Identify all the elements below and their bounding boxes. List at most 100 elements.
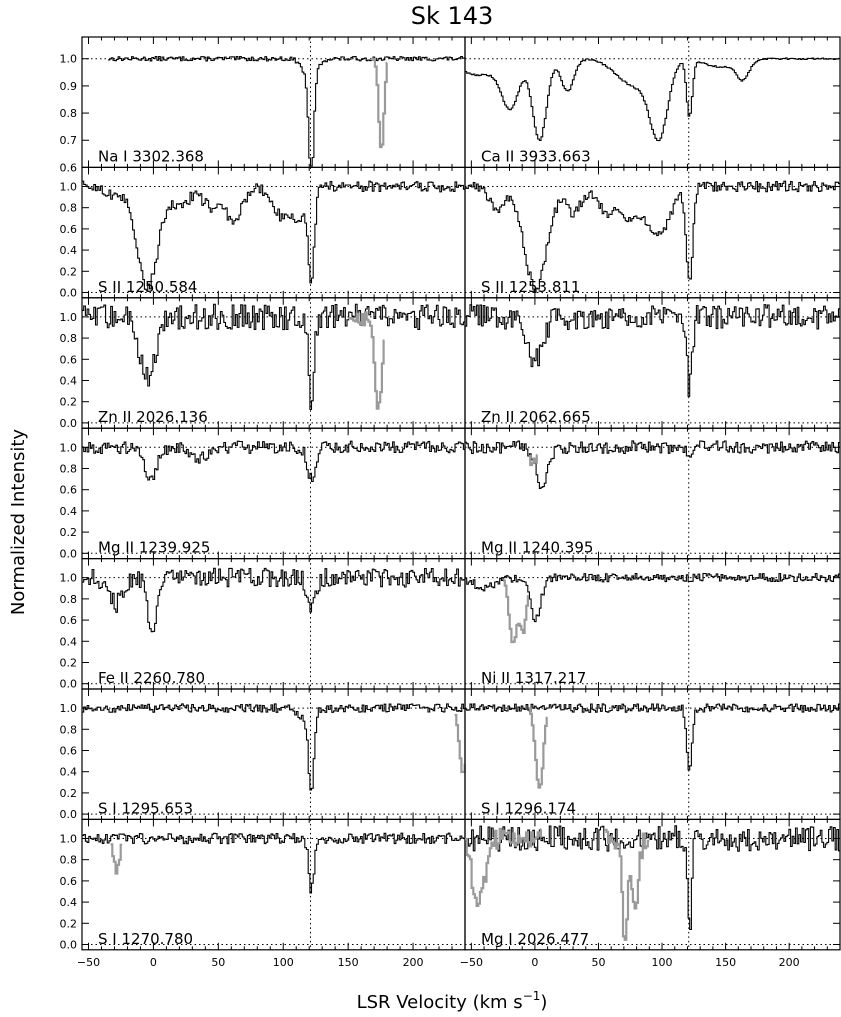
panel-label: Ni II 1317.217	[481, 669, 586, 687]
x-tick-label: 200	[779, 956, 800, 969]
y-tick-label: 0.0	[60, 547, 78, 560]
blended-feature-line	[371, 57, 388, 149]
y-tick-label: 0.2	[60, 265, 78, 278]
y-tick-label: 0.8	[60, 462, 78, 475]
y-tick-label: 0.4	[60, 766, 78, 779]
y-tick-label: 0.2	[60, 526, 78, 539]
y-tick-label: 0.0	[60, 286, 78, 299]
x-axis-label-unit-exponent: −1	[523, 989, 541, 1003]
blended-feature-line	[604, 828, 650, 941]
spectrum-panel: 0.6 0.7 0.8 0.9 1.0 Na I 3302.368	[60, 36, 840, 174]
x-tick-label: 200	[403, 956, 424, 969]
y-tick-label: 1.0	[60, 441, 78, 454]
spectrum-line	[82, 180, 465, 291]
spectrum-panel: Zn II 2062.665	[464, 297, 841, 429]
spectrum-line	[108, 56, 465, 167]
spectrum-line	[82, 703, 465, 791]
y-axis-label: Normalized Intensity	[8, 429, 29, 615]
panel-label: Zn II 2026.136	[98, 408, 208, 426]
spectrum-line	[82, 567, 465, 633]
spectrum-panel: 0.0 0.2 0.4 0.6 0.8 1.0 S II 1250.584	[60, 166, 840, 299]
spectrum-line	[465, 57, 840, 142]
x-tick-label: 100	[652, 956, 673, 969]
panel-label: Zn II 2062.665	[481, 408, 591, 426]
blended-feature-line	[110, 843, 123, 875]
panel-label: S I 1295.653	[98, 799, 193, 817]
blended-feature-line	[454, 713, 466, 774]
spectrum-line	[82, 440, 465, 483]
y-tick-label: 0.8	[60, 107, 78, 120]
y-tick-label: 0.6	[60, 484, 78, 497]
panel-label: S I 1296.174	[481, 799, 576, 817]
x-axis-label-main: LSR Velocity (km s	[357, 992, 523, 1013]
y-tick-label: 0.0	[60, 678, 78, 691]
y-tick-label: 0.4	[60, 374, 78, 387]
y-tick-label: 1.0	[60, 832, 78, 845]
panel-label: Mg II 1240.395	[481, 539, 593, 557]
panel-label: S II 1253.811	[481, 278, 580, 296]
spectrum-panel: Mg II 1240.395	[464, 427, 841, 560]
panel-label: S I 1270.780	[98, 930, 193, 948]
spectrum-panel: Ca II 3933.663	[464, 36, 841, 168]
y-tick-label: 0.0	[60, 417, 78, 430]
spectrum-panel: S II 1253.811	[464, 166, 841, 299]
y-tick-label: 0.6	[60, 875, 78, 888]
panel-label: S II 1250.584	[98, 278, 197, 296]
y-tick-label: 0.4	[60, 635, 78, 648]
y-tick-label: 0.9	[60, 80, 78, 93]
blended-feature-line	[528, 454, 538, 467]
y-tick-label: 0.6	[60, 744, 78, 757]
y-tick-label: 0.4	[60, 896, 78, 909]
y-tick-label: 0.8	[60, 854, 78, 867]
y-tick-label: 1.0	[60, 311, 78, 324]
x-tick-label: −50	[77, 956, 100, 969]
y-tick-label: 0.6	[60, 161, 78, 174]
x-axis-label-close: )	[540, 992, 547, 1013]
y-tick-label: 0.8	[60, 202, 78, 215]
spectrum-line	[82, 303, 465, 411]
x-tick-label: 50	[211, 956, 225, 969]
panel-label: Ca II 3933.663	[481, 147, 591, 165]
y-tick-label: 0.4	[60, 505, 78, 518]
y-tick-label: 0.0	[60, 808, 78, 821]
spectrum-line	[465, 180, 840, 293]
y-tick-label: 1.0	[60, 702, 78, 715]
spectrum-panel: 0.0 0.2 0.4 0.6 0.8 1.0 Zn II 2026.136	[60, 297, 840, 430]
x-tick-label: 150	[338, 956, 359, 969]
y-tick-label: 1.0	[60, 53, 78, 66]
spectrum-line	[465, 572, 840, 623]
blended-feature-line	[528, 707, 548, 789]
panel-label: Mg I 2026.477	[481, 930, 589, 948]
x-tick-label: −50	[460, 956, 483, 969]
spectrum-line	[465, 703, 840, 771]
blended-feature-line	[465, 827, 543, 907]
spectrum-line	[465, 440, 840, 489]
x-tick-label: 100	[273, 956, 294, 969]
y-tick-label: 0.2	[60, 396, 78, 409]
y-tick-label: 0.2	[60, 917, 78, 930]
x-tick-label: 0	[531, 956, 538, 969]
spectrum-line	[82, 832, 465, 894]
y-tick-label: 0.8	[60, 593, 78, 606]
panel-label: Na I 3302.368	[98, 147, 204, 165]
y-tick-label: 0.2	[60, 656, 78, 669]
y-tick-label: 0.8	[60, 332, 78, 345]
spectrum-panel: S I 1296.174	[464, 688, 841, 820]
y-tick-label: 0.4	[60, 244, 78, 257]
spectrum-panel: Ni II 1317.217	[464, 557, 841, 690]
y-tick-label: 0.6	[60, 223, 78, 236]
spectrum-panel: Mg I 2026.477	[464, 818, 841, 951]
blended-feature-line	[348, 311, 385, 410]
y-tick-label: 0.7	[60, 134, 78, 147]
x-tick-label: 50	[591, 956, 605, 969]
y-tick-label: 0.6	[60, 353, 78, 366]
y-tick-label: 0.0	[60, 938, 78, 951]
y-tick-label: 1.0	[60, 180, 78, 193]
y-tick-label: 0.8	[60, 723, 78, 736]
x-axis-label: LSR Velocity (km s−1)	[357, 989, 548, 1013]
y-tick-label: 1.0	[60, 572, 78, 585]
chart-title: Sk 143	[411, 2, 494, 30]
x-tick-label: 0	[150, 956, 157, 969]
spectrum-panel: 0.0 0.2 0.4 0.6 0.8 1.0 S I 1270.780	[60, 818, 840, 951]
